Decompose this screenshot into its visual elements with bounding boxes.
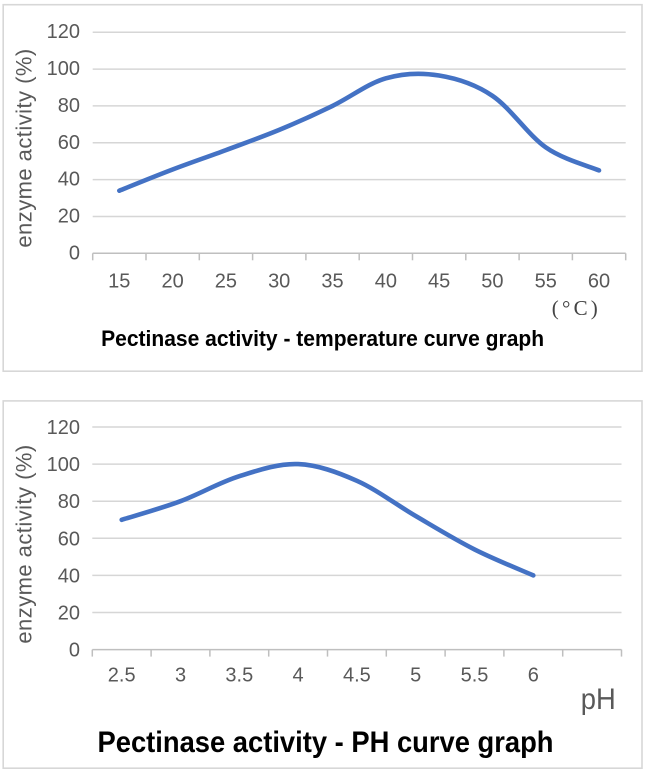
svg-text:120: 120	[47, 21, 80, 43]
svg-text:60: 60	[588, 271, 610, 293]
svg-text:2.5: 2.5	[108, 665, 136, 687]
svg-text:55: 55	[535, 271, 557, 293]
svg-text:80: 80	[58, 95, 80, 117]
svg-text:40: 40	[58, 565, 80, 587]
svg-text:4: 4	[293, 665, 304, 687]
svg-text:enzyme activity (%): enzyme activity (%)	[12, 444, 37, 643]
svg-text:20: 20	[161, 271, 183, 293]
svg-text:25: 25	[215, 271, 237, 293]
svg-text:100: 100	[47, 58, 80, 80]
svg-text:6: 6	[528, 665, 539, 687]
svg-text:60: 60	[58, 528, 80, 550]
svg-text:20: 20	[58, 206, 80, 228]
svg-text:50: 50	[481, 271, 503, 293]
svg-text:20: 20	[58, 603, 80, 625]
svg-text:5: 5	[410, 665, 421, 687]
svg-text:45: 45	[428, 271, 450, 293]
svg-text:30: 30	[268, 271, 290, 293]
svg-text:80: 80	[58, 491, 80, 513]
svg-text:Pectinase activity - PH curve: Pectinase activity - PH curve graph	[98, 726, 554, 759]
svg-text:(°C): (°C)	[552, 296, 598, 320]
svg-text:pH: pH	[581, 683, 616, 716]
svg-text:3: 3	[175, 665, 186, 687]
svg-text:35: 35	[321, 271, 343, 293]
svg-text:5.5: 5.5	[461, 665, 489, 687]
svg-text:4.5: 4.5	[343, 665, 371, 687]
svg-text:120: 120	[47, 417, 80, 439]
svg-text:Pectinase activity - temperatu: Pectinase activity - temperature curve g…	[101, 326, 544, 351]
svg-text:40: 40	[375, 271, 397, 293]
svg-text:15: 15	[108, 271, 130, 293]
svg-text:0: 0	[69, 640, 80, 662]
svg-text:100: 100	[47, 454, 80, 476]
svg-text:enzyme activity (%): enzyme activity (%)	[12, 48, 37, 247]
svg-text:0: 0	[69, 242, 80, 264]
svg-text:3.5: 3.5	[225, 665, 253, 687]
svg-text:60: 60	[58, 132, 80, 154]
svg-text:40: 40	[58, 169, 80, 191]
